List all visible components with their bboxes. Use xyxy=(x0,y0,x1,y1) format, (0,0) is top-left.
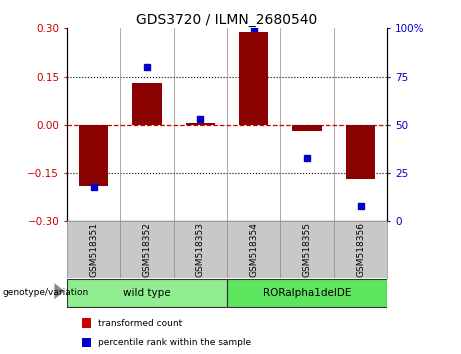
Bar xyxy=(79,125,108,186)
Text: GSM518354: GSM518354 xyxy=(249,222,258,277)
Text: GSM518356: GSM518356 xyxy=(356,222,365,277)
Text: wild type: wild type xyxy=(123,288,171,298)
Bar xyxy=(82,338,91,347)
FancyBboxPatch shape xyxy=(67,279,227,307)
Text: GSM518355: GSM518355 xyxy=(302,222,312,277)
Bar xyxy=(292,125,322,131)
Text: percentile rank within the sample: percentile rank within the sample xyxy=(98,338,251,347)
Text: RORalpha1delDE: RORalpha1delDE xyxy=(263,288,351,298)
Bar xyxy=(239,32,268,125)
Text: transformed count: transformed count xyxy=(98,319,183,328)
Title: GDS3720 / ILMN_2680540: GDS3720 / ILMN_2680540 xyxy=(136,13,318,27)
Text: genotype/variation: genotype/variation xyxy=(2,287,89,297)
Text: GSM518352: GSM518352 xyxy=(142,222,152,277)
Bar xyxy=(132,83,162,125)
Polygon shape xyxy=(54,283,65,299)
Bar xyxy=(186,123,215,125)
Text: GSM518351: GSM518351 xyxy=(89,222,98,277)
Bar xyxy=(82,318,91,328)
Bar xyxy=(346,125,375,179)
FancyBboxPatch shape xyxy=(227,279,387,307)
Text: GSM518353: GSM518353 xyxy=(196,222,205,277)
